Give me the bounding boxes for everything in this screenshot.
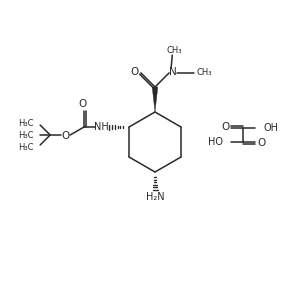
Text: H₃C: H₃C <box>18 118 33 127</box>
Text: H₃C: H₃C <box>18 130 33 140</box>
Polygon shape <box>152 87 158 112</box>
Text: O: O <box>221 122 229 132</box>
Text: N: N <box>169 67 177 77</box>
Text: H₂N: H₂N <box>146 192 164 202</box>
Text: H₃C: H₃C <box>18 142 33 152</box>
Text: OH: OH <box>263 123 278 133</box>
Text: CH₃: CH₃ <box>167 46 182 55</box>
Text: O: O <box>131 67 139 77</box>
Text: O: O <box>257 138 265 148</box>
Text: HO: HO <box>208 137 223 147</box>
Text: O: O <box>78 99 86 109</box>
Text: NH: NH <box>94 122 108 132</box>
Text: CH₃: CH₃ <box>196 68 212 77</box>
Text: O: O <box>61 131 69 141</box>
